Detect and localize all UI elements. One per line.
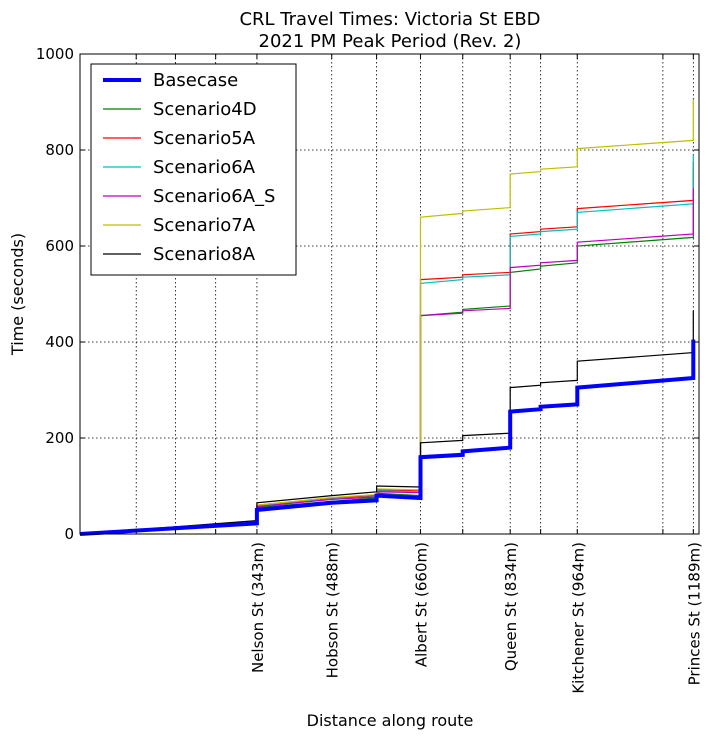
series-line	[79, 310, 694, 535]
y-tick-label: 800	[45, 141, 74, 159]
legend-label: Scenario4D	[153, 99, 257, 120]
series-line	[79, 339, 696, 536]
legend-label: Basecase	[153, 70, 238, 91]
legend-label: Scenario6A	[153, 157, 256, 178]
series-line	[79, 188, 694, 535]
legend-label: Scenario7A	[153, 215, 256, 236]
x-tick-label: Princes St (1189m)	[685, 542, 703, 685]
legend-label: Scenario8A	[153, 244, 256, 265]
y-tick-label: 400	[45, 333, 74, 351]
plot-area-frame	[79, 53, 700, 535]
x-tick-label: Albert St (660m)	[412, 542, 430, 667]
y-tick-label: 1000	[36, 45, 74, 63]
y-tick-label: 0	[64, 525, 74, 543]
x-axis-label: Distance along route	[307, 711, 474, 730]
series-layer	[79, 99, 696, 536]
legend-label: Scenario5A	[153, 128, 256, 149]
x-axis: Nelson St (343m) Hobson St (488m) Albert S…	[135, 54, 703, 694]
series-line	[79, 99, 694, 535]
x-tick-label: Kitchener St (964m)	[569, 542, 587, 694]
legend-label: Scenario6A_S	[153, 186, 275, 207]
y-tick-label: 200	[45, 429, 74, 447]
legend: Basecase Scenario4D Scenario5A Scenario6A Sc…	[90, 63, 297, 276]
chart-subtitle: 2021 PM Peak Period (Rev. 2)	[259, 31, 522, 52]
chart-title: CRL Travel Times: Victoria St EBD	[239, 9, 540, 30]
x-tick-label: Nelson St (343m)	[249, 542, 267, 673]
x-tick-label: Queen St (834m)	[502, 542, 520, 671]
y-axis-label: Time (seconds)	[8, 233, 27, 356]
y-axis: 0 200 400 600 800 1000	[36, 45, 699, 543]
legend-box	[90, 63, 297, 276]
y-tick-label: 600	[45, 237, 74, 255]
x-tick-label: Hobson St (488m)	[324, 542, 342, 678]
